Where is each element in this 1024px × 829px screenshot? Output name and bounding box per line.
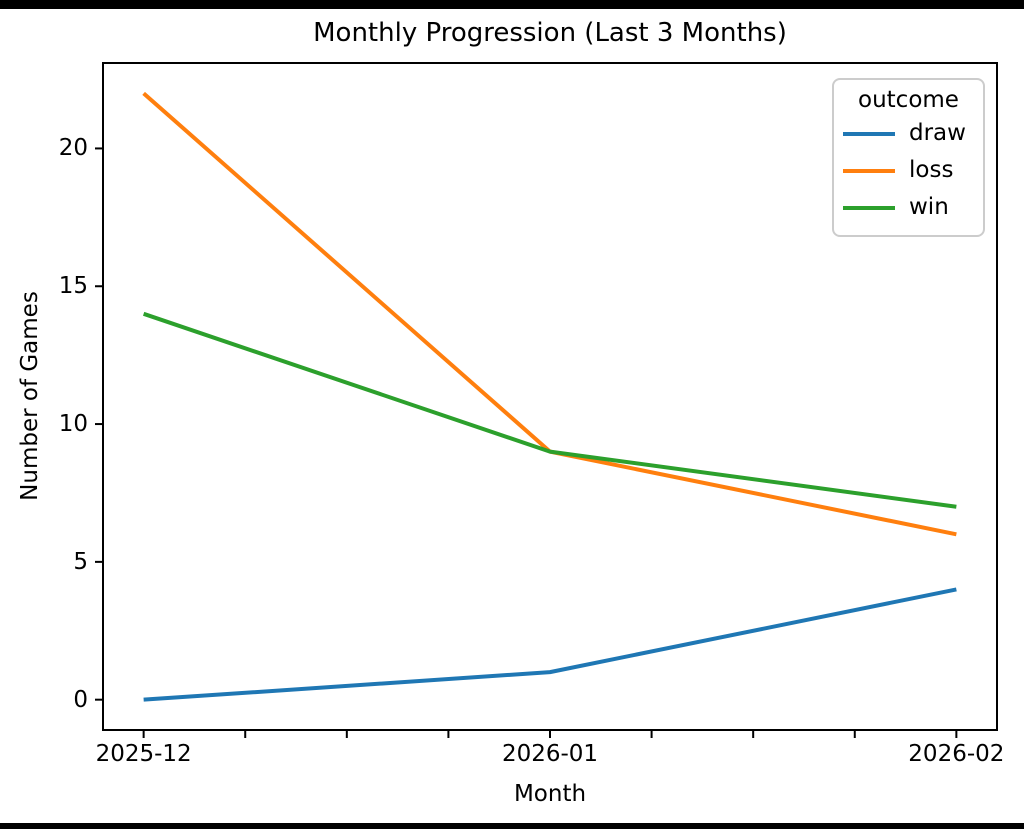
legend-item-draw: draw	[834, 115, 983, 152]
legend-items: draw loss win	[834, 115, 983, 226]
legend-item-loss: loss	[834, 152, 983, 189]
y-tick-label: 10	[58, 411, 88, 438]
legend-swatch-draw	[843, 131, 895, 136]
legend: outcome draw loss win	[832, 78, 985, 237]
y-tick-label: 15	[58, 273, 88, 300]
x-tick-label: 2026-02	[908, 741, 1005, 767]
legend-swatch-win	[843, 205, 895, 210]
legend-item-win: win	[834, 189, 983, 226]
chart-title: Monthly Progression (Last 3 Months)	[313, 18, 787, 48]
y-axis-label: Number of Games	[17, 291, 43, 501]
x-tick-label: 2026-01	[501, 741, 599, 767]
legend-swatch-loss	[843, 168, 895, 173]
series-line-win	[142, 311, 957, 509]
legend-title: outcome	[858, 87, 959, 113]
y-tick-label: 0	[73, 686, 88, 713]
y-tick-label: 20	[58, 135, 88, 162]
legend-label: loss	[909, 157, 954, 183]
chart-figure: Monthly Progression (Last 3 Months) Mont…	[0, 9, 1024, 823]
y-tick-label: 5	[73, 548, 88, 575]
x-axis-label: Month	[513, 781, 587, 807]
legend-label: win	[909, 194, 949, 220]
x-tick-label: 2025-12	[95, 741, 192, 767]
legend-label: draw	[909, 120, 966, 146]
series-line-draw	[143, 587, 957, 702]
plot-area	[95, 62, 998, 738]
